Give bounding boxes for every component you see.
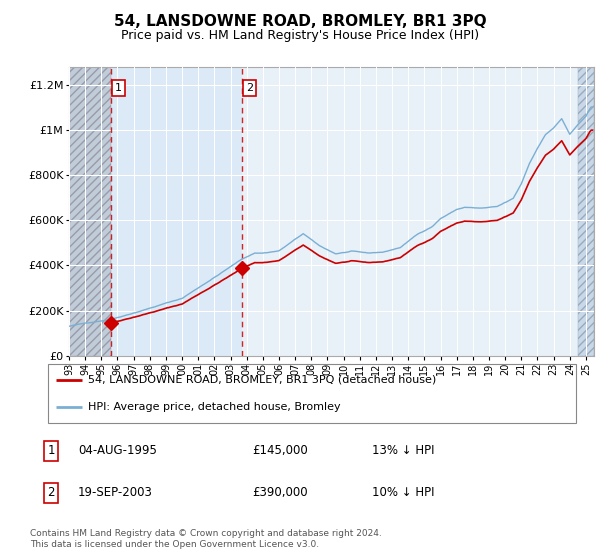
Text: 04-AUG-1995: 04-AUG-1995	[78, 444, 157, 458]
Text: 10% ↓ HPI: 10% ↓ HPI	[372, 486, 434, 500]
Text: 2: 2	[47, 486, 55, 500]
Text: Contains HM Land Registry data © Crown copyright and database right 2024.
This d: Contains HM Land Registry data © Crown c…	[30, 529, 382, 549]
Text: 13% ↓ HPI: 13% ↓ HPI	[372, 444, 434, 458]
Text: 54, LANSDOWNE ROAD, BROMLEY, BR1 3PQ (detached house): 54, LANSDOWNE ROAD, BROMLEY, BR1 3PQ (de…	[88, 375, 436, 385]
Bar	[111, 67, 242, 356]
Text: 1: 1	[115, 83, 122, 93]
Bar	[69, 67, 111, 356]
Text: £390,000: £390,000	[252, 486, 308, 500]
Text: 19-SEP-2003: 19-SEP-2003	[78, 486, 153, 500]
Text: Price paid vs. HM Land Registry's House Price Index (HPI): Price paid vs. HM Land Registry's House …	[121, 29, 479, 42]
Text: 2: 2	[246, 83, 253, 93]
Bar	[578, 67, 594, 356]
Text: 1: 1	[47, 444, 55, 458]
Bar	[578, 67, 594, 356]
Text: £145,000: £145,000	[252, 444, 308, 458]
Bar	[69, 67, 111, 356]
Text: HPI: Average price, detached house, Bromley: HPI: Average price, detached house, Brom…	[88, 402, 340, 412]
Text: 54, LANSDOWNE ROAD, BROMLEY, BR1 3PQ: 54, LANSDOWNE ROAD, BROMLEY, BR1 3PQ	[113, 14, 487, 29]
